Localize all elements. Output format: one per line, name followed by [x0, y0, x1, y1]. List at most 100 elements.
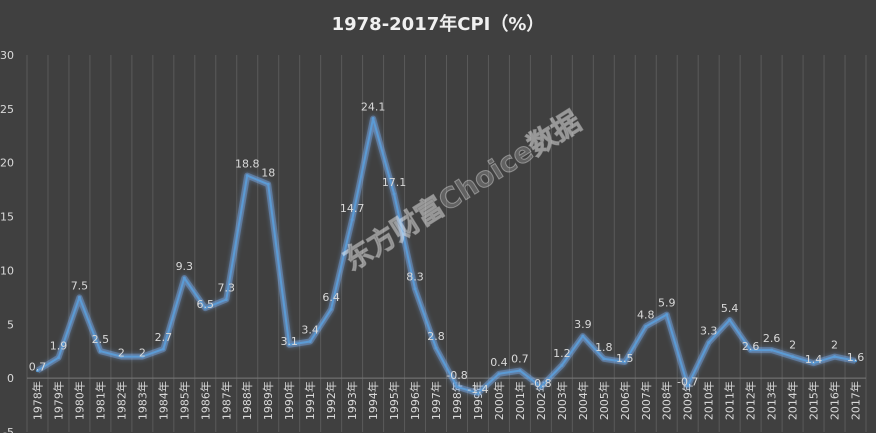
data-label: 2.8	[427, 330, 445, 343]
data-point	[266, 182, 270, 186]
data-label: 5.9	[658, 297, 676, 310]
data-label: 1.4	[805, 353, 823, 366]
data-label: 0.7	[29, 361, 47, 374]
data-label: 3.9	[574, 318, 592, 331]
chart-title: 1978-2017年CPI（%）	[331, 14, 545, 35]
data-label: 1.8	[595, 341, 613, 354]
x-tick-label: 2015年	[807, 381, 821, 420]
data-point	[434, 346, 438, 350]
data-label: 0.7	[511, 353, 529, 366]
x-tick-label: 2008年	[660, 381, 674, 420]
x-tick-label: 2006年	[618, 381, 632, 420]
data-label: 2	[789, 339, 796, 352]
data-label: 2.6	[742, 340, 760, 353]
data-label: 1.2	[553, 347, 571, 360]
data-point	[791, 355, 795, 359]
data-label: 18.8	[235, 158, 260, 171]
data-point	[539, 385, 543, 389]
data-label: 2.7	[155, 331, 173, 344]
y-tick-label: 10	[0, 264, 14, 277]
data-point	[350, 218, 354, 222]
x-tick-label: 1978年	[30, 381, 44, 420]
data-point	[770, 348, 774, 352]
data-point	[371, 117, 375, 121]
data-point	[224, 298, 228, 302]
x-tick-label: 1984年	[156, 381, 170, 420]
data-point	[413, 287, 417, 291]
x-tick-label: 2011年	[723, 381, 737, 420]
x-tick-label: 2004年	[576, 381, 590, 420]
y-tick-label: 30	[0, 49, 14, 62]
x-tick-label: 1990年	[282, 381, 296, 420]
x-tick-label: 2014年	[786, 381, 800, 420]
data-point	[308, 340, 312, 344]
data-point	[77, 295, 81, 299]
x-tick-label: 2010年	[702, 381, 716, 420]
y-tick-label: 5	[7, 318, 14, 331]
data-labels: 0.71.97.52.52 22.79.36.57.318.8183.13.46.…	[29, 101, 865, 397]
data-point	[623, 360, 627, 364]
data-point	[245, 174, 249, 178]
data-label: -0.8	[530, 377, 551, 390]
data-point	[854, 359, 858, 363]
axes: -5 0 5 10 15 20 25 30 1978年 1979年 1980年 1981年 1982年 1…	[0, 49, 866, 433]
data-label: 2	[118, 347, 125, 360]
x-tick-label: 2012年	[744, 381, 758, 420]
data-point	[518, 369, 522, 373]
data-point	[98, 349, 102, 353]
data-point	[602, 357, 606, 361]
data-point	[560, 363, 564, 367]
grid	[26, 55, 867, 432]
data-point	[749, 348, 753, 352]
data-point	[329, 307, 333, 311]
data-label: 6.4	[322, 291, 340, 304]
x-tick-label: 2017年	[849, 381, 863, 420]
data-point	[392, 192, 396, 196]
x-tick-label: 1979年	[51, 381, 65, 420]
x-tick-label: 2013年	[765, 381, 779, 420]
x-tick-label: 1986年	[198, 381, 212, 420]
x-tick-label: 2001年	[513, 381, 527, 420]
data-label: 14.7	[340, 202, 365, 215]
data-label: 2	[139, 347, 146, 360]
data-label: -1.4	[467, 383, 488, 396]
data-point	[161, 347, 165, 351]
data-label: 3.4	[301, 324, 319, 337]
data-label: 6.5	[197, 298, 215, 311]
x-tick-label: 1997年	[429, 381, 443, 420]
data-label: 5.4	[721, 302, 739, 315]
y-tick-label: 15	[0, 211, 14, 224]
data-point	[35, 369, 39, 373]
data-point	[287, 343, 291, 347]
data-label: 18	[261, 166, 275, 179]
data-point	[707, 341, 711, 345]
data-label: 7.5	[71, 279, 89, 292]
x-tick-label: 1982年	[114, 381, 128, 420]
x-tick-label: 2005年	[597, 381, 611, 420]
y-tick-label: 25	[0, 103, 14, 116]
data-point	[476, 391, 480, 395]
data-point	[644, 324, 648, 328]
data-point	[182, 276, 186, 280]
data-label: -0.8	[446, 369, 467, 382]
x-tick-label: 1992年	[324, 381, 338, 420]
data-label: -0.7	[677, 376, 698, 389]
x-tick-label: 1994年	[366, 381, 380, 420]
data-label: 3.3	[700, 325, 718, 338]
x-tick-label: 1996年	[408, 381, 422, 420]
data-label: 2	[831, 339, 838, 352]
data-point	[665, 313, 669, 317]
data-point	[728, 318, 732, 322]
data-point	[497, 372, 501, 376]
x-tick-label: 2007年	[639, 381, 653, 420]
data-label: 24.1	[361, 101, 386, 114]
data-label: 17.1	[382, 176, 407, 189]
y-tick-label: 20	[0, 157, 14, 170]
data-label: 4.8	[637, 308, 655, 321]
data-point	[686, 384, 690, 388]
data-label: 7.3	[218, 282, 236, 295]
y-tick-label: -5	[3, 426, 14, 433]
data-label: 1.5	[616, 352, 634, 365]
